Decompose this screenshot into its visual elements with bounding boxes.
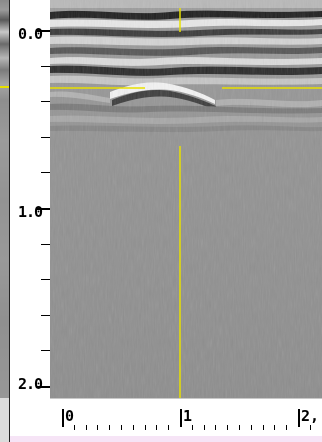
position-label: 1 <box>183 407 193 425</box>
depth-minor-tick <box>41 350 50 351</box>
position-minor-tick <box>192 425 193 430</box>
depth-label: 1.0 <box>18 203 43 221</box>
position-minor-tick <box>227 425 228 430</box>
depth-axis: 0.0 1.0 2.0 <box>10 0 50 398</box>
position-minor-tick <box>133 425 134 430</box>
depth-minor-tick <box>41 66 50 67</box>
position-label: 0 <box>65 407 75 425</box>
depth-major-tick <box>36 208 50 210</box>
panel-divider <box>9 0 10 442</box>
scan-noise <box>50 0 322 398</box>
position-minor-tick <box>310 425 311 430</box>
depth-minor-tick <box>41 101 50 102</box>
position-minor-tick <box>274 425 275 430</box>
depth-minor-tick <box>41 172 50 173</box>
position-minor-tick <box>204 425 205 430</box>
adjacent-cursor-marker <box>0 86 9 88</box>
position-minor-tick <box>286 425 287 430</box>
position-minor-tick <box>251 425 252 430</box>
axis-corner <box>10 398 50 442</box>
status-strip <box>10 436 322 442</box>
adjacent-scan-image <box>0 0 9 398</box>
radargram-image <box>50 0 322 398</box>
position-major-tick <box>180 409 182 427</box>
position-axis: 0 1 2, <box>50 398 322 442</box>
position-minor-tick <box>215 425 216 430</box>
depth-minor-tick <box>41 315 50 316</box>
position-minor-tick <box>168 425 169 430</box>
position-cursor[interactable] <box>50 8 322 398</box>
depth-label: 2.0 <box>18 375 43 393</box>
depth-minor-tick <box>41 137 50 138</box>
position-label: 2, <box>301 407 320 425</box>
position-minor-tick <box>121 425 122 430</box>
position-minor-tick <box>145 425 146 430</box>
position-minor-tick <box>97 425 98 430</box>
position-minor-tick <box>86 425 87 430</box>
position-minor-tick <box>156 425 157 430</box>
depth-major-tick <box>36 386 50 388</box>
position-major-tick <box>62 409 64 427</box>
position-minor-tick <box>263 425 264 430</box>
position-minor-tick <box>74 425 75 430</box>
depth-major-tick <box>36 30 50 32</box>
adjacent-scan-panel[interactable] <box>0 0 10 442</box>
position-minor-tick <box>109 425 110 430</box>
radargram-scan[interactable] <box>50 0 322 398</box>
position-minor-tick <box>239 425 240 430</box>
position-major-tick <box>298 409 300 427</box>
depth-minor-tick <box>41 279 50 280</box>
depth-minor-tick <box>41 244 50 245</box>
depth-label: 0.0 <box>18 25 43 43</box>
